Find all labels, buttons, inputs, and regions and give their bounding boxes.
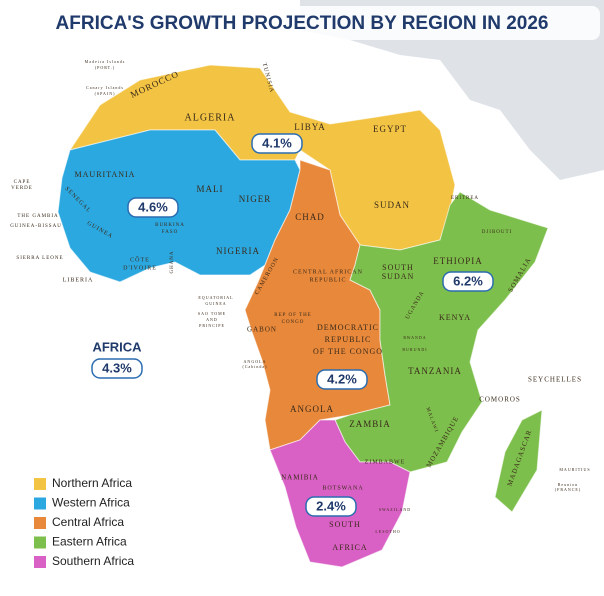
- regions: [57, 64, 549, 568]
- africa-growth: 4.3%: [102, 360, 132, 375]
- country-label: SOUTH: [329, 520, 361, 529]
- country-label: EGYPT: [373, 124, 407, 134]
- legend-swatch: [34, 556, 46, 568]
- country-label: SEYCHELLES: [528, 376, 582, 384]
- country-label: EQUATORIAL: [198, 295, 233, 300]
- country-label: ANGOLA: [244, 359, 267, 364]
- country-label: DJIBOUTI: [482, 230, 513, 235]
- legend-label: Southern Africa: [52, 554, 134, 568]
- country-label: (SPAIN): [95, 91, 116, 96]
- country-label: AND: [206, 317, 218, 322]
- country-label: VERDE: [11, 186, 33, 191]
- badge-box: [127, 197, 179, 218]
- country-label: GHANA: [170, 250, 175, 273]
- country-label: MALI: [197, 184, 224, 194]
- country-label: THE GAMBIA: [17, 214, 58, 219]
- region-southern: [269, 419, 411, 568]
- country-label: LESOTHO: [375, 529, 400, 534]
- country-label: D'IVOIRE: [123, 265, 157, 271]
- land-background: [300, 0, 604, 180]
- country-label: (Cabinda): [243, 364, 268, 369]
- country-label: OF THE CONGO: [313, 347, 383, 356]
- country-label: (FRANCE): [555, 487, 581, 492]
- legend: Northern Africa Western Africa Central Afr…: [34, 476, 134, 568]
- country-label: MAURITIUS: [559, 467, 590, 472]
- country-label: CÔTE: [130, 255, 150, 263]
- country-label: COMOROS: [479, 396, 521, 404]
- country-label: BURKINA: [155, 223, 185, 228]
- country-label: SOUTH: [382, 263, 414, 272]
- badge-box: [316, 369, 368, 390]
- country-label: ALGERIA: [185, 112, 236, 123]
- region-eastern: [334, 191, 549, 473]
- badge-box: [91, 358, 143, 379]
- country-label: SAO TOME: [198, 311, 226, 316]
- country-label: CONGO: [282, 320, 305, 325]
- country-label: ZIMBABWE: [365, 459, 406, 465]
- legend-swatch: [34, 517, 46, 529]
- country-label: NAMIBIA: [281, 474, 319, 482]
- country-label: ERITREA: [451, 196, 479, 201]
- country-label: SUDAN: [382, 272, 415, 281]
- country-label: GABON: [247, 326, 277, 334]
- country-label: TANZANIA: [408, 366, 462, 376]
- country-label: NIGERIA: [216, 246, 260, 256]
- region-western: [57, 129, 301, 283]
- legend-swatch: [34, 478, 46, 490]
- country-label: ZAMBIA: [349, 419, 391, 429]
- legend-swatch: [34, 497, 46, 510]
- legend-label: Central Africa: [52, 515, 124, 529]
- country-label: SIERRA LEONE: [16, 256, 63, 261]
- growth-badges: 4.1% 4.6% 4.2% 6.2% 2.4% AFRICA 4.3%: [91, 133, 494, 517]
- badge-box: [251, 133, 303, 154]
- country-label: LIBERIA: [63, 277, 94, 283]
- growth-label: 4.6%: [138, 199, 168, 214]
- title-box: [4, 6, 600, 40]
- legend-label: Western Africa: [52, 496, 130, 510]
- africa-label: AFRICA: [92, 339, 142, 354]
- country-label: BURUNDI: [402, 347, 427, 352]
- badge-box: [305, 496, 357, 517]
- country-label: Reunion: [558, 482, 579, 487]
- country-label: REPUBLIC: [309, 277, 346, 283]
- country-label: MAURITANIA: [75, 170, 136, 179]
- country-label: RWANDA: [403, 335, 426, 340]
- growth-label: 4.1%: [262, 135, 292, 150]
- country-label: ANGOLA: [290, 404, 334, 414]
- country-label: REPUBLIC: [325, 335, 372, 344]
- country-label: KENYA: [439, 313, 471, 322]
- country-label: (PORT.): [95, 65, 115, 70]
- country-label: CAPE: [14, 180, 31, 185]
- country-label: PRINCIPE: [199, 323, 225, 328]
- country-label: LIBYA: [294, 122, 326, 132]
- country-label: Canary Islands: [86, 85, 124, 90]
- legend-label: Eastern Africa: [52, 535, 127, 549]
- country-label: SUDAN: [374, 200, 410, 210]
- country-label: DEMOCRATIC: [317, 323, 379, 332]
- country-label: NIGER: [239, 194, 272, 204]
- title: AFRICA'S GROWTH PROJECTION BY REGION IN …: [56, 13, 549, 34]
- region-eastern-madagascar: [494, 409, 543, 513]
- country-label: REP OF THE: [274, 313, 312, 318]
- legend-label: Northern Africa: [52, 476, 132, 490]
- country-label: Madeira Islands: [85, 59, 126, 64]
- growth-label: 4.2%: [327, 371, 357, 386]
- country-label: BOTSWANA: [322, 485, 363, 491]
- country-label: GUINEA-BISSAU: [10, 224, 62, 229]
- growth-label: 6.2%: [453, 273, 483, 288]
- country-label: SWAZILAND: [379, 507, 411, 512]
- country-label: ETHIOPIA: [433, 256, 483, 266]
- country-label: AFRICA: [332, 543, 367, 552]
- growth-label: 2.4%: [316, 498, 346, 513]
- country-label: FASO: [162, 230, 178, 235]
- country-label: CHAD: [295, 212, 325, 222]
- legend-swatch: [34, 536, 46, 549]
- country-label: CENTRAL AFRICAN: [293, 269, 363, 275]
- country-label: GUINEA: [205, 301, 226, 306]
- badge-box: [442, 271, 494, 292]
